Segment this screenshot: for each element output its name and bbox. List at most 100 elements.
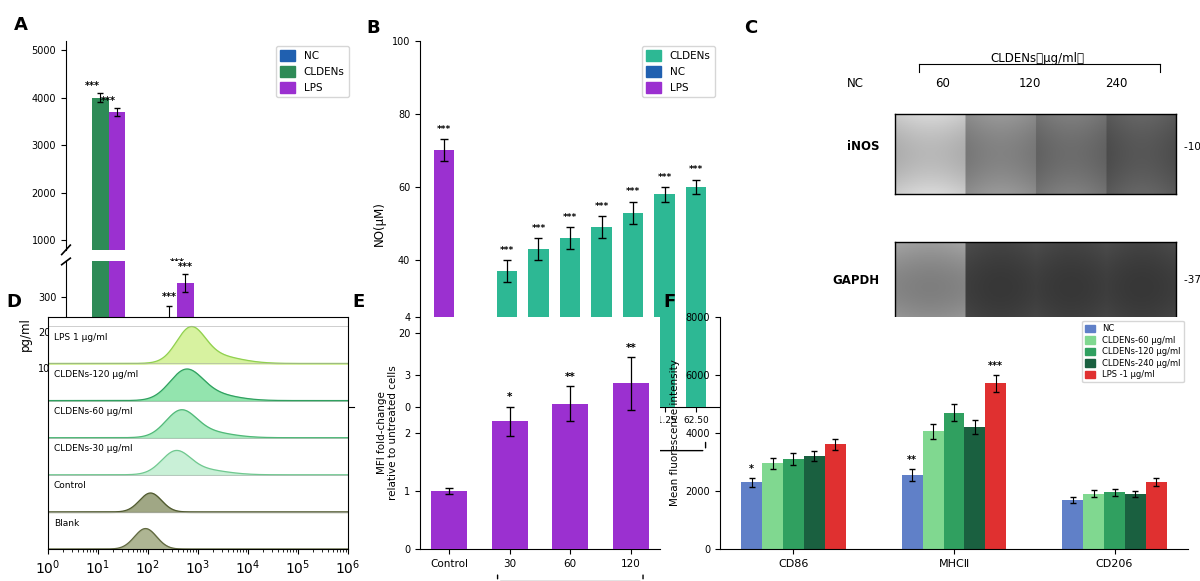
Text: ***: ***	[626, 187, 640, 196]
Bar	[246, 387, 262, 403]
Bar	[431, 491, 467, 549]
Bar	[492, 421, 528, 549]
Text: **: **	[625, 343, 636, 353]
Bar	[433, 150, 454, 407]
Text: CLDENs-120 μg/ml: CLDENs-120 μg/ml	[54, 370, 138, 379]
Bar	[144, 286, 161, 288]
Bar	[686, 187, 707, 407]
Bar	[92, 0, 108, 403]
Text: CLDENs-60 μg/ml: CLDENs-60 μg/ml	[54, 407, 132, 416]
Y-axis label: Mean fluorescence intensity: Mean fluorescence intensity	[670, 360, 680, 506]
Bar	[742, 482, 762, 549]
Bar	[281, 287, 298, 288]
Text: ***: ***	[161, 292, 176, 302]
Text: ***: ***	[169, 258, 185, 268]
Bar	[161, 329, 178, 403]
Bar	[298, 287, 314, 288]
Bar	[613, 383, 649, 549]
Text: ***: ***	[101, 96, 116, 106]
Bar	[1124, 494, 1146, 549]
Text: **: **	[470, 338, 480, 346]
Text: **: **	[907, 455, 917, 465]
Bar	[902, 475, 923, 549]
Text: ***: ***	[437, 125, 451, 134]
Text: Control: Control	[54, 482, 86, 490]
Text: A: A	[14, 16, 28, 34]
Bar	[212, 396, 229, 403]
Bar	[178, 272, 193, 288]
Text: ***: ***	[500, 246, 514, 255]
Bar	[161, 278, 178, 288]
Bar	[1084, 494, 1104, 549]
Bar	[298, 397, 314, 403]
Bar	[108, 0, 125, 403]
Text: ***: ***	[689, 165, 703, 174]
Text: LPS 1 μg/ml: LPS 1 μg/ml	[54, 333, 107, 342]
Y-axis label: NO(μM): NO(μM)	[373, 201, 386, 246]
Bar	[76, 281, 92, 288]
Text: iNOS: iNOS	[847, 141, 880, 153]
Text: CLDENs-30 μg/ml: CLDENs-30 μg/ml	[54, 444, 132, 453]
Text: ***: ***	[154, 263, 168, 272]
Text: **: **	[565, 372, 576, 382]
Legend: CLDENs, NC, LPS: CLDENs, NC, LPS	[642, 46, 715, 97]
Text: 240: 240	[1105, 77, 1128, 90]
Bar	[144, 393, 161, 403]
Text: ***: ***	[989, 361, 1003, 371]
Text: ***: ***	[563, 213, 577, 222]
Y-axis label: MFI fold-change
relative to untreated cells: MFI fold-change relative to untreated ce…	[377, 365, 398, 500]
Text: *: *	[508, 392, 512, 402]
Bar	[762, 464, 784, 549]
Text: *: *	[251, 374, 257, 383]
Text: NC: NC	[847, 77, 864, 90]
Text: E: E	[353, 293, 365, 311]
Text: -37 kDa: -37 kDa	[1184, 275, 1200, 285]
Bar	[1062, 500, 1084, 549]
Bar	[943, 413, 965, 549]
Bar	[923, 431, 943, 549]
Bar	[985, 383, 1006, 549]
Text: ***: ***	[532, 224, 546, 233]
Bar	[497, 271, 517, 407]
Bar	[229, 287, 246, 288]
Bar	[965, 427, 985, 549]
Bar	[1104, 492, 1124, 549]
Bar	[654, 195, 674, 407]
Text: -100 kDa: -100 kDa	[1184, 142, 1200, 152]
Bar	[784, 459, 804, 549]
Bar	[466, 359, 486, 407]
Text: ***: ***	[178, 262, 193, 272]
Bar	[824, 444, 846, 549]
Text: 120: 120	[1019, 77, 1040, 90]
Bar	[212, 287, 229, 288]
Bar	[314, 287, 331, 288]
Bar	[246, 286, 262, 288]
Text: ***: ***	[594, 202, 608, 211]
Legend: NC, CLDENs, LPS: NC, CLDENs, LPS	[276, 46, 349, 97]
Bar	[229, 395, 246, 403]
Bar	[552, 404, 588, 549]
Bar	[804, 456, 824, 549]
Bar	[528, 249, 548, 407]
Bar	[76, 354, 92, 403]
Bar	[1146, 482, 1166, 549]
Bar	[592, 227, 612, 407]
Text: *: *	[749, 464, 755, 474]
Bar	[281, 397, 298, 403]
Text: ***: ***	[84, 81, 100, 91]
Text: CLDENs（μg/ml）: CLDENs（μg/ml）	[990, 52, 1085, 64]
Text: B: B	[366, 19, 379, 37]
Bar	[623, 213, 643, 407]
Text: F: F	[664, 293, 676, 311]
Bar	[92, 98, 108, 288]
Text: 60: 60	[935, 77, 950, 90]
Legend: NC, CLDENs-60 μg/ml, CLDENs-120 μg/ml, CLDENs-240 μg/ml, LPS -1 μg/ml: NC, CLDENs-60 μg/ml, CLDENs-120 μg/ml, C…	[1082, 321, 1184, 382]
Bar	[178, 283, 193, 403]
Bar	[314, 396, 331, 403]
Y-axis label: pg/ml: pg/ml	[19, 317, 32, 351]
Text: D: D	[6, 293, 20, 311]
Text: GAPDH: GAPDH	[832, 274, 880, 287]
Bar	[108, 112, 125, 288]
Bar	[559, 238, 581, 407]
Text: Blank: Blank	[54, 519, 79, 528]
